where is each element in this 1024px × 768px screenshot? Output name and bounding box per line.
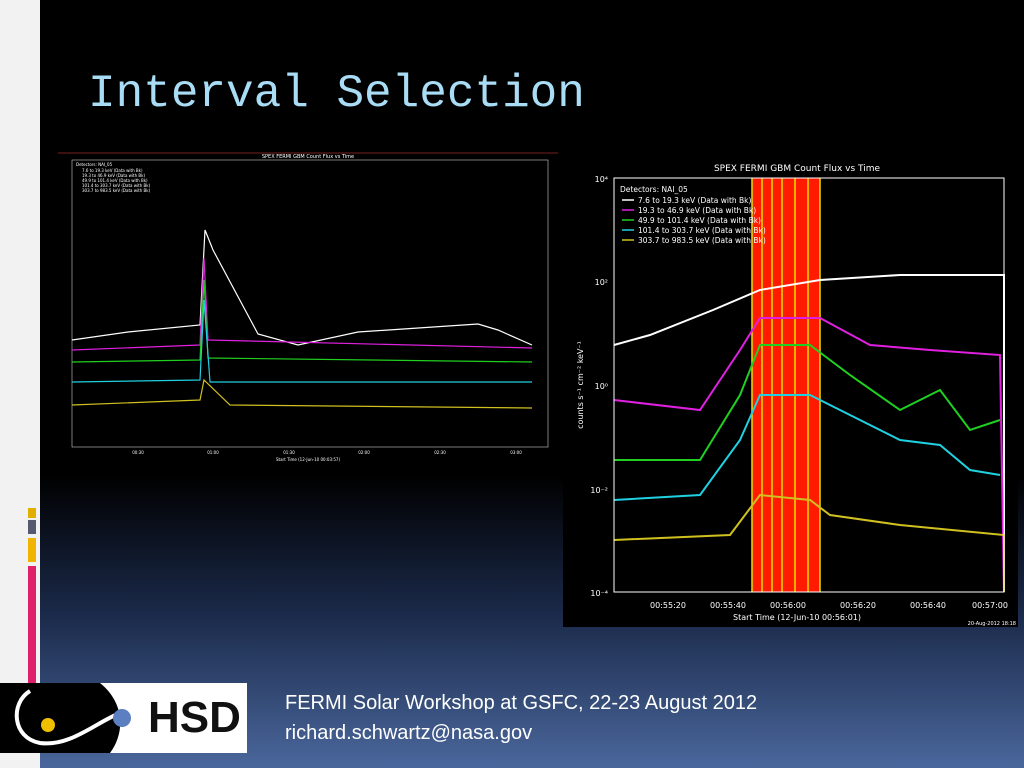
legend-entry: 7.6 to 19.3 keV (Data with Bk) xyxy=(82,168,143,173)
logo-text: HSD xyxy=(148,693,241,742)
plot-background xyxy=(58,152,558,470)
x-tick-label: 00:57:00 xyxy=(972,601,1008,610)
accent-bar xyxy=(28,566,36,684)
curve xyxy=(613,317,1005,593)
curve xyxy=(71,229,533,346)
x-tick-label: 03:00 xyxy=(510,450,522,455)
curves xyxy=(613,274,1005,593)
footer-email: richard.schwartz@nasa.gov xyxy=(285,722,533,744)
slide-title: Interval Selection xyxy=(88,68,585,120)
curve xyxy=(71,279,533,363)
logo-dot xyxy=(113,709,131,727)
x-axis-label: Start Time (12-Jun-10 00:56:01) xyxy=(733,613,861,622)
accent-bar xyxy=(28,508,36,518)
legend-entry: 101.4 to 303.7 keV (Data with Bk) xyxy=(638,226,766,235)
x-tick-label: 00:55:20 xyxy=(650,601,686,610)
y-tick-label: 10⁰ xyxy=(595,382,608,391)
legend: Detectors: NAI_05 7.6 to 19.3 keV (Data … xyxy=(76,162,151,193)
legend-entry: 101.4 to 303.7 keV (Data with Bk) xyxy=(82,183,151,188)
x-tick-label: 00:56:20 xyxy=(840,601,876,610)
accent-bar xyxy=(28,520,36,534)
plot-frame xyxy=(71,159,549,448)
x-axis-label: Start Time (12-Jun-10 00:03:57) xyxy=(276,457,340,462)
x-tick-label: 02:30 xyxy=(434,450,446,455)
y-tick-label: 10⁻⁴ xyxy=(590,589,608,598)
curve xyxy=(71,299,532,383)
curve xyxy=(613,493,1005,592)
curve xyxy=(613,274,1005,592)
x-tick-label: 00:30 xyxy=(132,450,144,455)
legend-entry: 19.3 to 46.9 keV (Data with Bk) xyxy=(82,173,145,178)
x-tick-label: 01:30 xyxy=(283,450,295,455)
timestamp: 20-Aug-2012 18:18 xyxy=(968,621,1016,627)
y-tick-label: 10⁴ xyxy=(595,175,608,184)
plot-title: SPEX FERMI GBM Count Flux vs Time xyxy=(262,154,354,160)
legend-header: Detectors: NAI_05 xyxy=(76,162,113,167)
interval-boundaries xyxy=(751,178,821,592)
legend-entry: 303.7 to 983.5 keV (Data with Bk) xyxy=(82,188,151,193)
legend-entry: 19.3 to 46.9 keV (Data with Bk) xyxy=(638,206,756,215)
x-ticks: 00:55:20 00:55:40 00:56:00 00:56:20 00:5… xyxy=(650,601,1008,622)
y-tick-label: 10² xyxy=(595,278,608,287)
y-tick-label: 10⁻² xyxy=(590,486,608,495)
legend-header: Detectors: NAI_05 xyxy=(620,185,688,194)
x-tick-label: 02:00 xyxy=(358,450,370,455)
logo: HSD xyxy=(0,683,247,753)
curve xyxy=(71,257,533,351)
plot-title: SPEX FERMI GBM Count Flux vs Time xyxy=(714,164,881,174)
legend-entry: 303.7 to 983.5 keV (Data with Bk) xyxy=(638,236,766,245)
legend-entry: 7.6 to 19.3 keV (Data with Bk) xyxy=(638,196,752,205)
plot-frame xyxy=(613,177,1005,593)
curve xyxy=(613,394,1001,501)
y-axis-label: counts s⁻¹ cm⁻² keV⁻¹ xyxy=(576,341,585,429)
legend-entry: 49.9 to 101.4 keV (Data with Bk) xyxy=(638,216,761,225)
x-tick-label: 00:56:40 xyxy=(910,601,946,610)
x-tick-label: 01:00 xyxy=(207,450,219,455)
curve xyxy=(71,378,533,409)
accent-bar xyxy=(28,538,36,562)
left-plot: SPEX FERMI GBM Count Flux vs Time Detect… xyxy=(58,152,558,470)
right-plot: SPEX FERMI GBM Count Flux vs Time Detect… xyxy=(563,158,1018,627)
y-ticks: 10⁴ 10² 10⁰ 10⁻² 10⁻⁴ xyxy=(590,175,608,598)
x-tick-label: 00:56:00 xyxy=(770,601,806,610)
curves xyxy=(71,229,533,409)
legend: Detectors: NAI_05 7.6 to 19.3 keV (Data … xyxy=(620,185,766,245)
x-ticks: 00:30 01:00 01:30 02:00 02:30 03:00 Star… xyxy=(132,450,522,462)
legend-entry: 49.9 to 101.4 keV (Data with Bk) xyxy=(82,178,148,183)
footer-event: FERMI Solar Workshop at GSFC, 22-23 Augu… xyxy=(285,692,758,714)
x-tick-label: 00:55:40 xyxy=(710,601,746,610)
curve xyxy=(614,344,1001,461)
